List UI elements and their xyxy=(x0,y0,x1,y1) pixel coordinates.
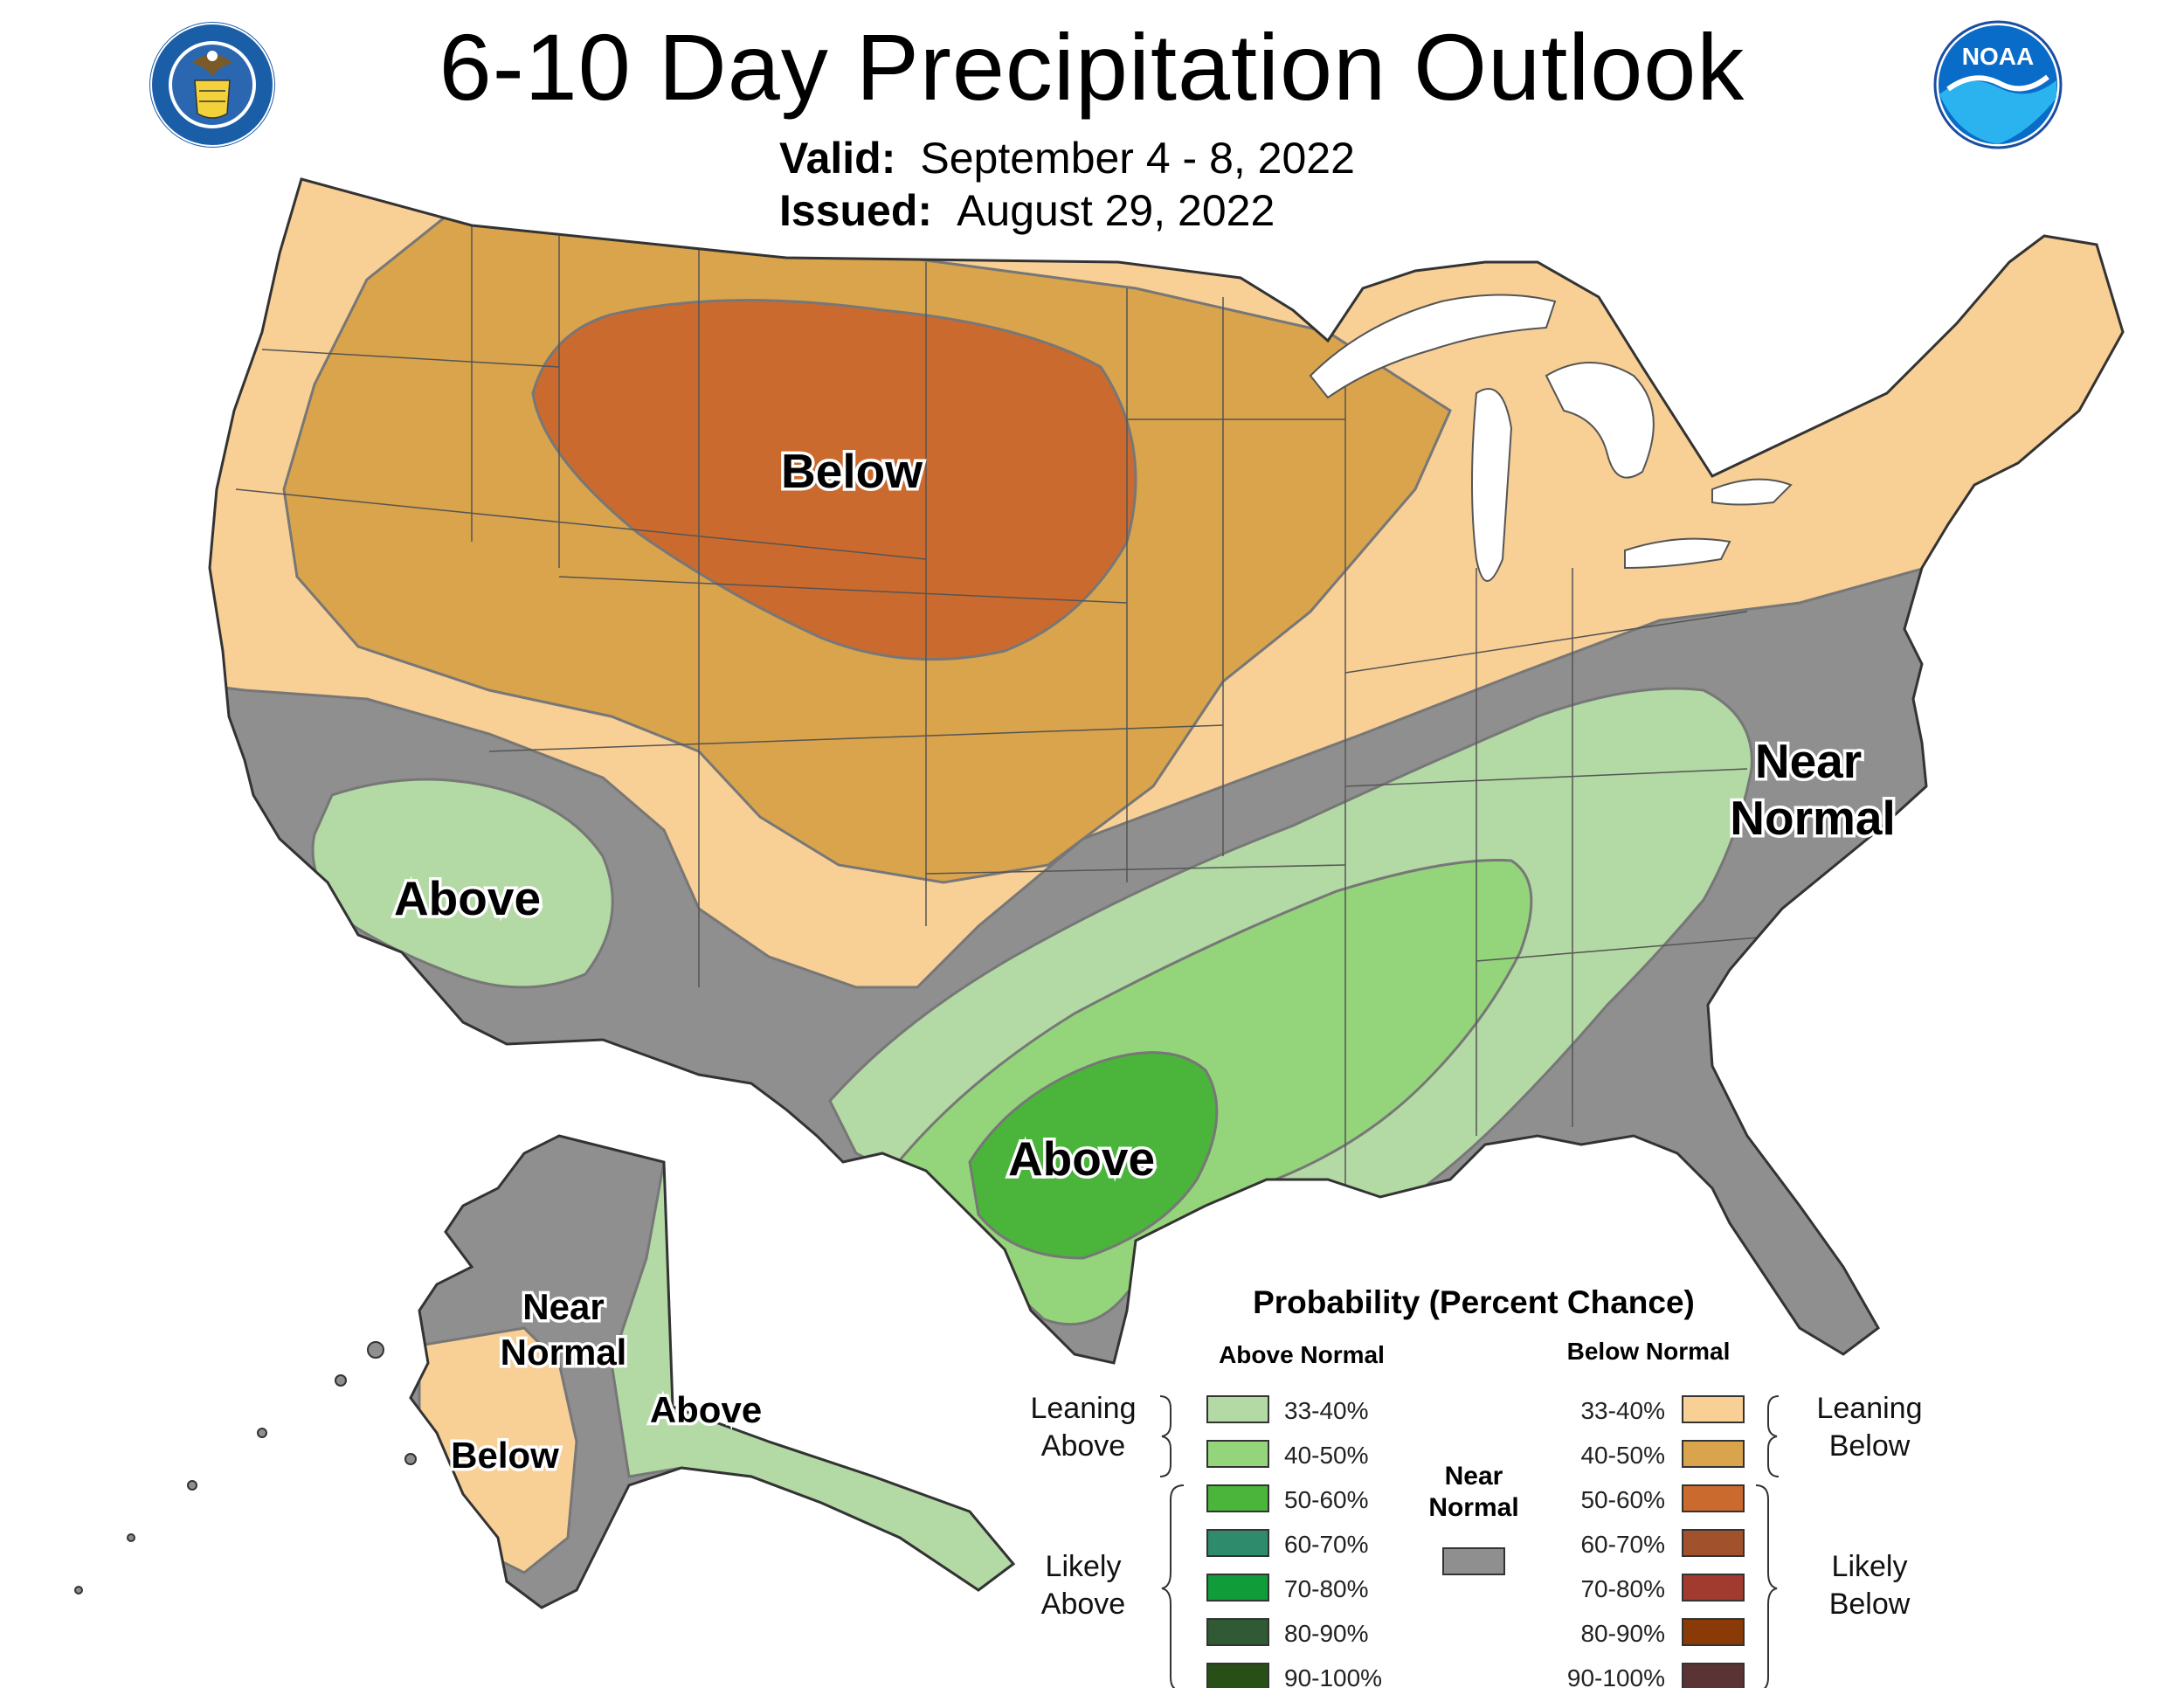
legend-below-label-1: 40-50% xyxy=(1580,1442,1665,1469)
legend-likely-below-1: Likely xyxy=(1832,1550,1908,1583)
legend-above-swatch-1 xyxy=(1206,1440,1269,1468)
valid-label: Valid: xyxy=(779,134,896,183)
legend-above-label-4: 70-80% xyxy=(1284,1575,1369,1602)
legend-likely-above-2: Above xyxy=(1041,1588,1125,1621)
legend-above-rows: 33-40% 40-50% 50-60% 60-70% 70-80% 80-90% 90-1… xyxy=(1206,1395,1382,1688)
label-ak-below: Below xyxy=(451,1435,559,1476)
legend-near-2: Normal xyxy=(1428,1493,1518,1522)
legend-above-swatch-2 xyxy=(1206,1484,1269,1512)
legend-above-header: Above Normal xyxy=(1219,1341,1385,1368)
legend-leaning-below-2: Below xyxy=(1829,1429,1911,1463)
legend-above-swatch-6 xyxy=(1206,1663,1269,1688)
legend-leaning-above-1: Leaning xyxy=(1030,1392,1136,1425)
issued-label: Issued: xyxy=(779,186,933,235)
legend-above-label-3: 60-70% xyxy=(1284,1531,1369,1558)
legend: Probability (Percent Chance) Above Norma… xyxy=(1030,1284,1923,1688)
legend-below-swatch-3 xyxy=(1682,1529,1745,1557)
valid-value: September 4 - 8, 2022 xyxy=(920,134,1355,183)
legend-title: Probability (Percent Chance) xyxy=(1253,1284,1695,1320)
page-title: 6-10 Day Precipitation Outlook xyxy=(439,14,1745,120)
great-lakes xyxy=(1309,294,1793,582)
legend-above-swatch-5 xyxy=(1206,1618,1269,1646)
state-boundaries xyxy=(235,225,1792,1188)
legend-leaning-below-1: Leaning xyxy=(1816,1392,1922,1425)
above-50-60-region xyxy=(968,1051,1219,1260)
legend-below-swatch-5 xyxy=(1682,1618,1745,1646)
legend-above-label-2: 50-60% xyxy=(1284,1486,1369,1513)
label-east-near-1: Near xyxy=(1755,734,1862,788)
legend-below-label-5: 80-90% xyxy=(1580,1620,1665,1647)
legend-below-label-4: 70-80% xyxy=(1580,1575,1665,1602)
label-west-above: Above xyxy=(394,871,541,925)
legend-below-swatch-2 xyxy=(1682,1484,1745,1512)
legend-below-label-2: 50-60% xyxy=(1580,1486,1665,1513)
legend-below-label-3: 60-70% xyxy=(1580,1531,1665,1558)
legend-above-label-0: 33-40% xyxy=(1284,1397,1369,1424)
conus-outline xyxy=(208,177,2125,1365)
label-ak-near-2: Normal xyxy=(501,1332,627,1373)
alaska-outline xyxy=(409,1134,1016,1609)
legend-likely-below-2: Below xyxy=(1829,1588,1911,1621)
legend-above-swatch-0 xyxy=(1206,1395,1269,1423)
legend-above-label-6: 90-100% xyxy=(1284,1664,1382,1688)
legend-below-swatch-6 xyxy=(1682,1663,1745,1688)
issued-value: August 29, 2022 xyxy=(957,186,1275,235)
label-south-above: Above xyxy=(1008,1131,1155,1186)
label-ak-above: Above xyxy=(650,1389,762,1430)
issued-line: Issued: August 29, 2022 xyxy=(779,185,1275,236)
alaska-regions xyxy=(411,1136,1013,1608)
noaa-logo: NOAA xyxy=(1933,20,2063,149)
legend-above-label-1: 40-50% xyxy=(1284,1442,1369,1469)
legend-below-header: Below Normal xyxy=(1567,1338,1731,1365)
legend-likely-above-1: Likely xyxy=(1046,1550,1122,1583)
legend-braces xyxy=(1159,1395,1780,1688)
legend-below-swatch-0 xyxy=(1682,1395,1745,1423)
label-ak-near-1: Near xyxy=(522,1286,604,1327)
legend-leaning-above-2: Above xyxy=(1041,1429,1125,1463)
legend-below-rows: 33-40% 40-50% 50-60% 60-70% 70-80% 80-90% 90-1… xyxy=(1567,1395,1745,1688)
label-east-near-2: Normal xyxy=(1730,791,1896,845)
legend-above-label-5: 80-90% xyxy=(1284,1620,1369,1647)
label-conus-below: Below xyxy=(781,444,923,498)
legend-above-swatch-3 xyxy=(1206,1529,1269,1557)
legend-below-label-6: 90-100% xyxy=(1567,1664,1665,1688)
noaa-logo-text: NOAA xyxy=(1962,43,2034,70)
legend-below-swatch-4 xyxy=(1682,1574,1745,1602)
legend-below-label-0: 33-40% xyxy=(1580,1397,1665,1424)
commerce-seal-logo xyxy=(149,22,275,148)
legend-near-1: Near xyxy=(1445,1462,1503,1491)
valid-line: Valid: September 4 - 8, 2022 xyxy=(779,133,1355,183)
below-50-60-region xyxy=(531,299,1137,661)
aleutian-islands xyxy=(74,1341,417,1595)
legend-below-swatch-1 xyxy=(1682,1440,1745,1468)
legend-near-swatch xyxy=(1442,1547,1505,1575)
legend-above-swatch-4 xyxy=(1206,1574,1269,1602)
region-labels: Below Above Above Near Normal Near Norma… xyxy=(390,441,1898,1479)
